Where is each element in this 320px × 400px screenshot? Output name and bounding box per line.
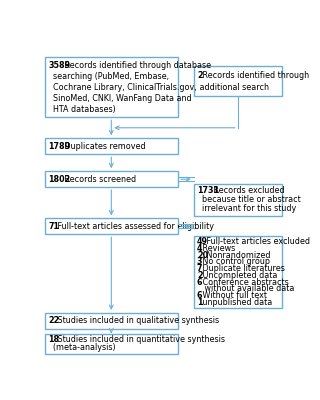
Text: Records screened: Records screened (62, 175, 136, 184)
Text: Nonrandomized: Nonrandomized (204, 251, 270, 260)
Text: without available data: without available data (197, 284, 294, 294)
Text: 3: 3 (197, 258, 203, 266)
Text: 6: 6 (197, 291, 203, 300)
Text: 22: 22 (48, 316, 60, 325)
Text: 71: 71 (48, 222, 59, 231)
Text: 3589: 3589 (48, 61, 70, 70)
Text: unpublished data: unpublished data (200, 298, 273, 307)
Text: 20: 20 (197, 251, 208, 260)
Text: Conference abstracts: Conference abstracts (200, 278, 289, 287)
Text: Reviews: Reviews (200, 244, 236, 253)
Text: 2: 2 (197, 70, 203, 80)
Text: 1: 1 (197, 298, 203, 307)
Text: irrelevant for this study: irrelevant for this study (197, 204, 296, 213)
Text: 1731: 1731 (197, 186, 219, 195)
FancyBboxPatch shape (45, 218, 178, 234)
Text: 7: 7 (197, 264, 203, 273)
Text: Full-text articles excluded: Full-text articles excluded (204, 237, 310, 246)
Text: Cochrane Library, ClinicalTrials.gov,: Cochrane Library, ClinicalTrials.gov, (48, 83, 197, 92)
Text: Duplicate literatures: Duplicate literatures (200, 264, 285, 273)
Text: 1802: 1802 (48, 175, 70, 184)
Text: Full-text articles assessed for eligibility: Full-text articles assessed for eligibil… (55, 222, 214, 231)
Text: No control group: No control group (200, 258, 270, 266)
Text: Records excluded: Records excluded (211, 186, 284, 195)
FancyBboxPatch shape (194, 66, 282, 96)
Text: Without full text: Without full text (200, 291, 268, 300)
FancyBboxPatch shape (194, 184, 282, 216)
Text: Records identified through: Records identified through (200, 70, 309, 80)
FancyBboxPatch shape (45, 334, 178, 354)
Text: additional search: additional search (197, 83, 269, 92)
Text: HTA databases): HTA databases) (48, 105, 116, 114)
Text: 49: 49 (197, 237, 208, 246)
Text: Studies included in qualitative synthesis: Studies included in qualitative synthesi… (55, 316, 219, 325)
Text: 4: 4 (197, 244, 203, 253)
Text: (meta-analysis): (meta-analysis) (48, 344, 116, 352)
FancyBboxPatch shape (45, 171, 178, 187)
Text: because title or abstract: because title or abstract (197, 195, 301, 204)
Text: SinoMed, CNKI, WanFang Data and: SinoMed, CNKI, WanFang Data and (48, 94, 192, 103)
FancyBboxPatch shape (45, 313, 178, 329)
Text: 1789: 1789 (48, 142, 70, 151)
Text: Duplicates removed: Duplicates removed (62, 142, 146, 151)
Text: 18: 18 (48, 336, 59, 344)
Text: searching (PubMed, Embase,: searching (PubMed, Embase, (48, 72, 169, 81)
Text: 2: 2 (197, 271, 203, 280)
FancyBboxPatch shape (45, 138, 178, 154)
Text: Records identified through database: Records identified through database (62, 61, 211, 70)
FancyBboxPatch shape (194, 236, 282, 308)
FancyBboxPatch shape (45, 57, 178, 117)
Text: 6: 6 (197, 278, 203, 287)
Text: Uncompleted data: Uncompleted data (200, 271, 278, 280)
Text: Studies included in quantitative synthesis: Studies included in quantitative synthes… (55, 336, 225, 344)
